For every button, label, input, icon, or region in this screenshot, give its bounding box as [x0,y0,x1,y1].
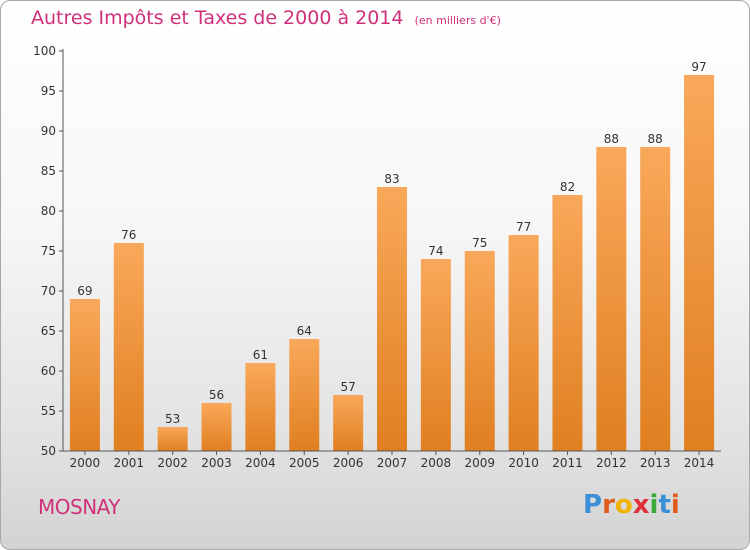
chart-subtitle: (en milliers d'€) [414,14,501,27]
bar-2003 [201,403,232,451]
bar-2006 [333,395,364,451]
bar-2012 [596,147,627,451]
y-tick-label: 100 [33,44,56,58]
bar-value-label: 82 [560,180,575,194]
bar-value-label: 64 [297,324,312,338]
chart-title: Autres Impôts et Taxes de 2000 à 2014 [31,7,404,29]
y-tick-label: 90 [41,124,56,138]
brand-letter: o [614,490,633,520]
y-tick-label: 50 [41,444,56,458]
proxiti-logo: Proxiti [583,490,680,520]
x-tick-label: 2008 [421,456,452,470]
brand-letter: t [658,490,671,520]
x-tick-label: 2004 [245,456,276,470]
bar-value-label: 74 [428,244,443,258]
bar-2001 [113,243,144,451]
x-tick-label: 2001 [114,456,145,470]
bar-value-label: 56 [209,388,224,402]
bar-value-label: 61 [253,348,268,362]
x-tick-label: 2002 [157,456,188,470]
bar-2011 [552,195,583,451]
labels-group: 50 55 60 65 70 75 80 85 90 95 100 69 2000 76 2001 53 200… [33,44,714,470]
bar-value-label: 88 [604,132,619,146]
x-tick-label: 2009 [464,456,495,470]
x-tick-label: 2007 [377,456,408,470]
bar-value-label: 57 [340,380,355,394]
bars-group [69,75,715,451]
bar-2014 [684,75,715,451]
y-tick-label: 75 [41,244,56,258]
bar-value-label: 88 [648,132,663,146]
x-tick-label: 2000 [70,456,101,470]
x-tick-label: 2012 [596,456,627,470]
bar-value-label: 69 [77,284,92,298]
brand-letter: P [583,490,603,520]
x-tick-label: 2003 [201,456,232,470]
y-tick-label: 55 [41,404,56,418]
bar-2008 [420,259,451,451]
commune-name: MOSNAY [38,495,121,519]
y-tick-label: 65 [41,324,56,338]
bar-2009 [464,251,495,451]
bar-value-label: 75 [472,236,487,250]
axes-group [59,49,721,455]
bar-2010 [508,235,539,451]
y-tick-label: 70 [41,284,56,298]
bar-2000 [69,299,100,451]
bar-2013 [640,147,671,451]
brand-letter: i [649,490,659,520]
bar-2004 [245,363,276,451]
bar-2002 [157,427,188,451]
x-tick-label: 2005 [289,456,320,470]
x-tick-label: 2010 [508,456,539,470]
x-tick-label: 2014 [684,456,715,470]
y-tick-label: 95 [41,84,56,98]
brand-letter: r [602,490,615,520]
brand-letter: x [632,490,650,520]
bar-value-label: 77 [516,220,531,234]
title-row: Autres Impôts et Taxes de 2000 à 2014 (e… [31,7,501,29]
y-tick-label: 85 [41,164,56,178]
bar-value-label: 83 [384,172,399,186]
x-tick-label: 2013 [640,456,671,470]
y-tick-label: 80 [41,204,56,218]
bar-2005 [289,339,320,451]
bar-value-label: 53 [165,412,180,426]
brand-letter: i [670,490,680,520]
bar-value-label: 76 [121,228,136,242]
bar-2007 [377,187,407,451]
bar-value-label: 97 [691,60,706,74]
x-tick-label: 2006 [333,456,364,470]
y-tick-label: 60 [41,364,56,378]
x-tick-label: 2011 [552,456,583,470]
